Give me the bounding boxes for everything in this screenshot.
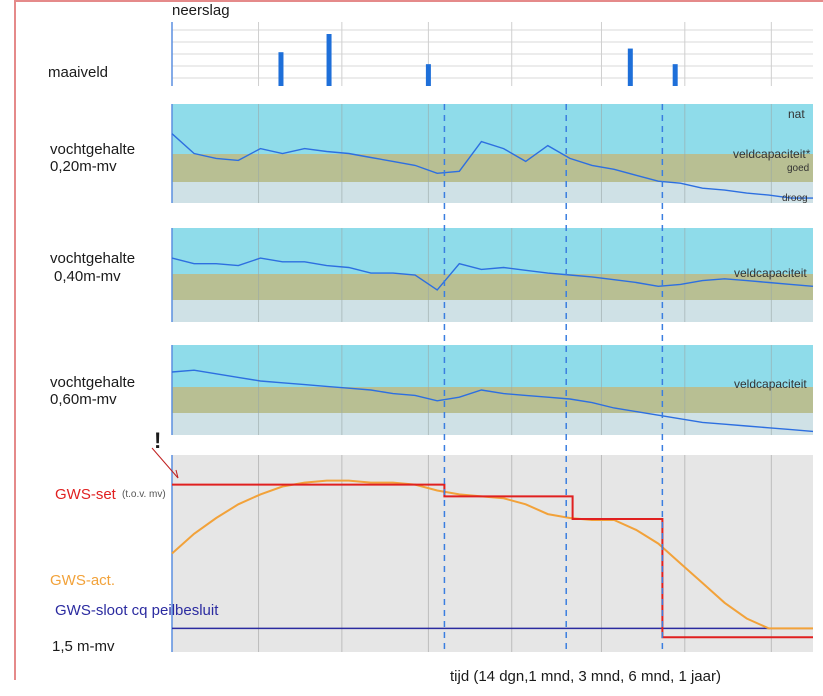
neerslag-bar-0 xyxy=(278,52,284,86)
vocht-060-band-0 xyxy=(172,345,813,387)
gws-set-line xyxy=(172,483,813,639)
vocht-040-band-0 xyxy=(172,228,813,274)
x-axis-label: tijd (14 dgn,1 mnd, 3 mnd, 6 mnd, 1 jaar… xyxy=(450,668,721,685)
droog-label: droog xyxy=(782,193,808,204)
gws-set-sublabel: (t.o.v. mv) xyxy=(122,489,166,500)
vocht-020-label-a: vochtgehalte xyxy=(50,141,136,158)
vocht-040-line xyxy=(171,257,814,291)
exclamation-mark: ! xyxy=(154,428,162,453)
vocht-040-label-a: vochtgehalte xyxy=(50,250,136,267)
gws-act-label: GWS-act. xyxy=(50,572,116,589)
vocht-020-band-2 xyxy=(172,182,813,203)
veldcapaciteit-040-label: veldcapaciteit xyxy=(734,266,807,280)
veldcapaciteit-060-label: veldcapaciteit xyxy=(734,377,807,391)
neerslag-bar-4 xyxy=(672,64,678,86)
gws-set-label: GWS-set xyxy=(55,486,116,503)
vocht-040-label-b: 0,40m-mv xyxy=(54,268,121,285)
nat-label: nat xyxy=(788,107,805,121)
depth-label: 1,5 m-mv xyxy=(52,638,115,655)
vocht-020-line xyxy=(171,133,813,199)
vocht-060-line xyxy=(171,369,814,433)
maaiveld-label: maaiveld xyxy=(48,64,109,81)
vocht-020-band-1 xyxy=(172,154,813,182)
neerslag-bar-1 xyxy=(326,34,332,86)
gws-set-pointer-head xyxy=(175,469,179,479)
gws-set-pointer xyxy=(151,447,179,479)
vocht-020-band-0 xyxy=(172,104,813,154)
vocht-020-label-b: 0,20m-mv xyxy=(50,158,117,175)
vocht-040-band-1 xyxy=(172,274,813,300)
neerslag-bar-2 xyxy=(425,64,431,86)
vocht-040-band-2 xyxy=(172,300,813,322)
goed-label: goed xyxy=(787,163,810,174)
frame-left-border xyxy=(14,0,16,680)
gws-sloot-label: GWS-sloot cq peilbesluit xyxy=(55,602,219,619)
neerslag-bar-3 xyxy=(627,48,633,86)
vocht-060-label-a: vochtgehalte xyxy=(50,374,136,391)
neerslag-label: neerslag xyxy=(172,2,230,19)
vocht-060-band-2 xyxy=(172,413,813,435)
frame-top-border xyxy=(14,0,823,2)
veldcapaciteit-020-label: veldcapaciteit* xyxy=(733,147,811,161)
vocht-060-label-b: 0,60m-mv xyxy=(50,391,117,408)
vocht-060-band-1 xyxy=(172,387,813,413)
